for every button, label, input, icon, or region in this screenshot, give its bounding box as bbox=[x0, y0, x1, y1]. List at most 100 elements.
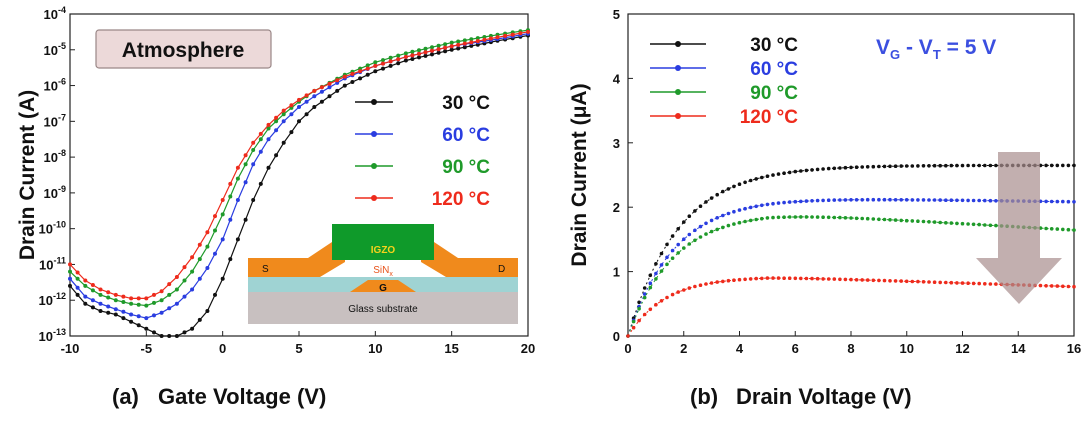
panel-b-x-tick-label: 12 bbox=[955, 341, 969, 356]
glass-substrate-label: Glass substrate bbox=[348, 304, 418, 315]
panel-a-y-tick-label: 10-8 bbox=[44, 148, 66, 165]
panel-a-series bbox=[68, 28, 530, 338]
panel-b-point-60 bbox=[882, 197, 887, 202]
panel-a-point-120 bbox=[488, 36, 493, 41]
panel-a-point-90 bbox=[220, 212, 225, 217]
panel-a-point-60 bbox=[228, 217, 233, 222]
panel-a-point-60 bbox=[167, 306, 172, 311]
panel-b-point-60 bbox=[1055, 199, 1060, 204]
panel-a-point-120 bbox=[220, 198, 225, 202]
panel-b-point-90 bbox=[838, 215, 842, 220]
panel-a-point-90 bbox=[228, 194, 233, 199]
panel-a-point-30 bbox=[388, 63, 393, 68]
panel-b-point-90 bbox=[1072, 228, 1076, 232]
panel-b-point-30 bbox=[832, 166, 837, 171]
panel-b-x-axis-label: Drain Voltage (V) bbox=[736, 384, 912, 409]
atmosphere-annotation: Atmosphere bbox=[122, 39, 245, 62]
panel-b-point-30 bbox=[754, 177, 758, 181]
panel-a-point-30 bbox=[373, 69, 378, 74]
panel-a-point-90 bbox=[251, 148, 256, 152]
panel-a-legend: 30 °C 60 °C 90 °C 120 °C bbox=[355, 93, 490, 210]
panel-b-point-60 bbox=[771, 201, 775, 206]
panel-b-point-60 bbox=[1044, 199, 1048, 204]
panel-a-point-90 bbox=[388, 55, 393, 60]
panel-a-point-30 bbox=[396, 61, 401, 66]
panel-b-point-30 bbox=[1044, 163, 1048, 168]
panel-b-point-30 bbox=[988, 163, 993, 168]
panel-b-point-30 bbox=[944, 163, 948, 168]
panel-b-point-90 bbox=[721, 225, 725, 230]
panel-a-point-30 bbox=[469, 43, 474, 48]
panel-b-point-30 bbox=[921, 164, 926, 168]
panel-a-point-120 bbox=[456, 42, 461, 47]
panel-a-point-30 bbox=[258, 181, 263, 186]
panel-a-point-30 bbox=[410, 57, 415, 61]
panel-a-point-30 bbox=[304, 112, 309, 117]
panel-b-point-90 bbox=[743, 219, 747, 224]
panel-a-point-30 bbox=[289, 130, 294, 135]
panel-a-x-tick-label: -10 bbox=[61, 341, 80, 356]
panel-b-point-120 bbox=[676, 290, 680, 294]
panel-b-point-30 bbox=[960, 163, 965, 168]
panel-b-point-90 bbox=[648, 285, 653, 290]
panel-a-point-30 bbox=[167, 334, 172, 338]
panel-a-point-120 bbox=[197, 242, 202, 247]
panel-a-point-60 bbox=[281, 119, 286, 124]
panel-b-point-60 bbox=[849, 198, 853, 202]
panel-b-point-60 bbox=[1072, 200, 1076, 204]
panel-b-point-30 bbox=[799, 169, 803, 173]
panel-b-point-90 bbox=[821, 215, 825, 219]
panel-a-point-60 bbox=[327, 85, 332, 90]
panel-a-point-90 bbox=[167, 292, 172, 297]
panel-a-point-60 bbox=[220, 237, 225, 242]
panel-a-point-30 bbox=[342, 83, 347, 88]
panel-a-point-30 bbox=[456, 46, 461, 51]
panel-a-point-60 bbox=[121, 309, 126, 314]
panel-b-point-60 bbox=[994, 199, 998, 203]
panel-b-x-tick-label: 10 bbox=[900, 341, 914, 356]
panel-b-point-30 bbox=[983, 163, 987, 168]
panel-a-y-tick-label: 10-12 bbox=[39, 291, 66, 308]
panel-a-point-30 bbox=[312, 105, 317, 109]
panel-b-point-120 bbox=[682, 288, 686, 292]
panel-b-point-120 bbox=[704, 282, 708, 286]
panel-b-point-120 bbox=[821, 277, 825, 281]
panel-a-point-60 bbox=[289, 112, 294, 117]
panel-a-point-120 bbox=[113, 292, 118, 297]
panel-a-point-30 bbox=[266, 165, 271, 170]
panel-a-point-120 bbox=[423, 50, 428, 55]
panel-a-point-120 bbox=[152, 292, 156, 297]
panel-a-point-120 bbox=[365, 66, 370, 71]
panel-b-point-120 bbox=[832, 277, 837, 281]
panel-b-point-30 bbox=[815, 167, 820, 172]
panel-a-point-120 bbox=[495, 35, 500, 40]
panel-b-point-90 bbox=[760, 216, 764, 221]
panel-a-point-90 bbox=[436, 43, 441, 48]
panel-b-point-30 bbox=[838, 166, 842, 170]
panel-b-point-30 bbox=[737, 182, 742, 186]
panel-b-point-60 bbox=[659, 263, 664, 267]
panel-b-point-60 bbox=[821, 198, 825, 203]
panel-a-point-30 bbox=[220, 276, 225, 281]
panel-a-point-120 bbox=[213, 214, 217, 219]
panel-a-point-30 bbox=[205, 309, 210, 313]
panel-b-point-120 bbox=[687, 286, 692, 290]
panel-b-point-60 bbox=[670, 248, 675, 253]
panel-b-point-30 bbox=[732, 184, 736, 189]
panel-a-legend-marker-30 bbox=[371, 99, 377, 105]
panel-b-legend: 30 °C 60 °C 90 °C 120 °C bbox=[650, 35, 798, 128]
panel-b-point-90 bbox=[921, 219, 926, 224]
panel-b-point-120 bbox=[765, 276, 770, 280]
panel-a-point-30 bbox=[75, 292, 80, 297]
panel-b-point-60 bbox=[693, 228, 697, 233]
panel-b-point-90 bbox=[782, 215, 786, 219]
panel-b-point-30 bbox=[709, 196, 714, 200]
panel-b-legend-marker-90 bbox=[675, 89, 681, 95]
panel-a-point-90 bbox=[159, 298, 164, 303]
panel-b-point-30 bbox=[782, 171, 786, 175]
panel-b-point-90 bbox=[726, 223, 731, 228]
panel-b-point-30 bbox=[704, 200, 708, 204]
panel-b-point-90 bbox=[983, 223, 987, 227]
panel-b-point-30 bbox=[648, 273, 653, 278]
panel-b-point-60 bbox=[988, 198, 993, 203]
